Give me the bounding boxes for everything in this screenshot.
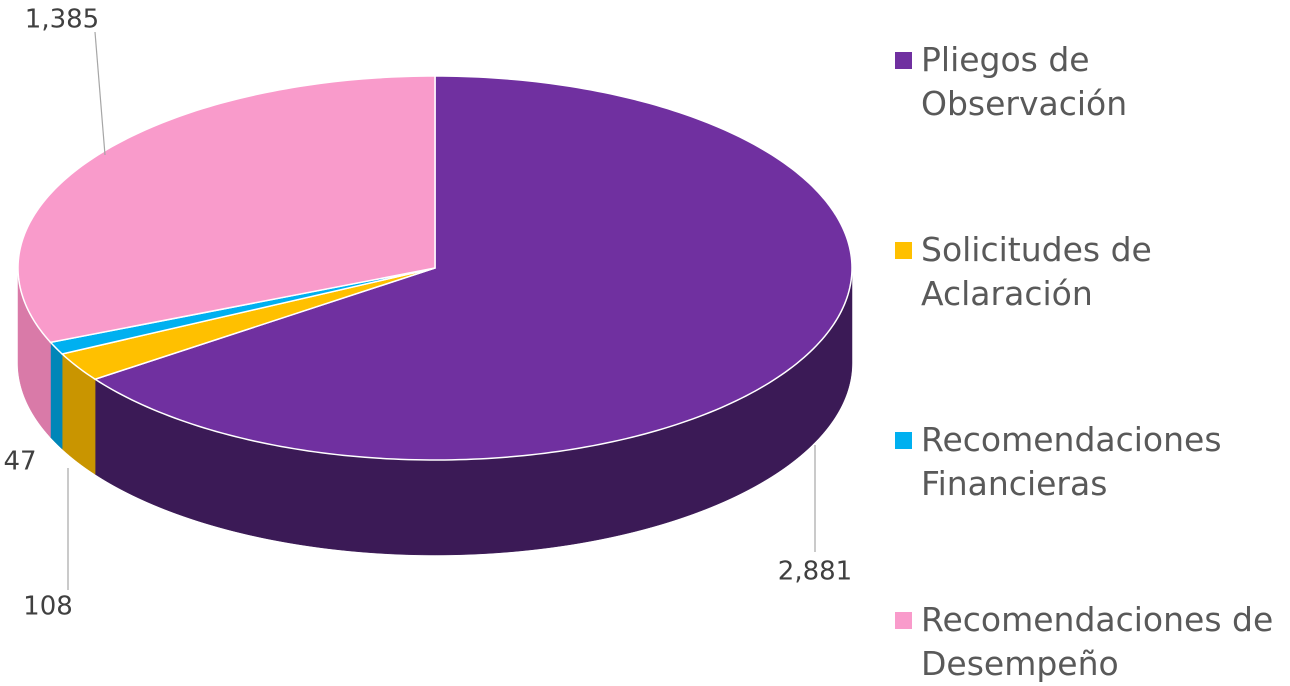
data-label: 2,881 bbox=[778, 557, 852, 587]
legend-item: Recomendaciones de Desempeño bbox=[895, 598, 1290, 686]
legend-item: Recomendaciones Financieras bbox=[895, 418, 1290, 506]
legend-item: Solicitudes de Aclaración bbox=[895, 228, 1290, 316]
data-label: 47 bbox=[3, 447, 36, 477]
legend-swatch bbox=[895, 242, 912, 259]
slice bbox=[17, 75, 436, 344]
leader-line bbox=[94, 31, 106, 156]
legend-label: Solicitudes de Aclaración bbox=[921, 230, 1152, 313]
legend-swatch bbox=[895, 52, 912, 69]
legend-label: Pliegos de Observación bbox=[921, 40, 1128, 123]
slice bbox=[60, 267, 436, 381]
legend-swatch bbox=[895, 432, 912, 449]
data-label: 108 bbox=[23, 592, 73, 622]
slice bbox=[93, 75, 853, 461]
chart: 2,881 108 47 1,385 bbox=[3, 5, 853, 622]
legend-item: Pliegos de Observación bbox=[895, 38, 1290, 126]
data-label: 1,385 bbox=[25, 5, 99, 35]
legend-label: Recomendaciones Financieras bbox=[921, 420, 1222, 503]
slice-side bbox=[50, 341, 63, 450]
legend-swatch bbox=[895, 612, 912, 629]
legend-label: Recomendaciones de Desempeño bbox=[921, 600, 1274, 683]
